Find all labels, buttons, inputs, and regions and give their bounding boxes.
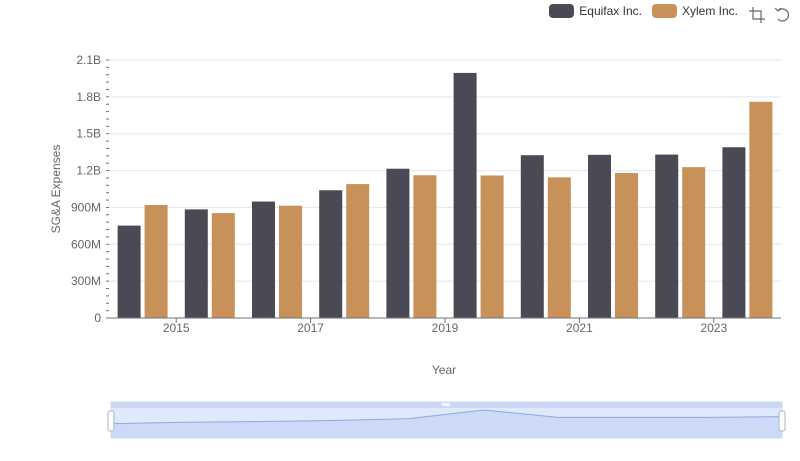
y-tick-label: 300M xyxy=(71,274,101,288)
bar-equifax xyxy=(184,209,208,318)
y-tick-label: 600M xyxy=(71,237,101,251)
axes: 0 300M 600M 900M 1.2B 1.5B 1.8B 2.1B 2015 2017 201… xyxy=(71,53,781,335)
y-tick-label: 1.5B xyxy=(76,127,101,141)
datazoom-preview-area xyxy=(111,410,782,438)
bar-xylem xyxy=(413,175,437,318)
data-zoom-slider[interactable] xyxy=(107,401,786,439)
legend: Equifax Inc. Xylem Inc. xyxy=(549,4,738,18)
datazoom-handle[interactable] xyxy=(778,410,786,432)
y-tick-label: 900M xyxy=(71,200,101,214)
x-tick-label: 2017 xyxy=(297,321,324,335)
toolbox xyxy=(748,6,792,24)
bar-xylem xyxy=(749,101,773,319)
restore-icon[interactable] xyxy=(774,6,792,24)
bar-xylem xyxy=(547,177,571,318)
y-tick-label: 2.1B xyxy=(76,53,101,67)
bar-equifax xyxy=(520,155,544,318)
legend-label: Xylem Inc. xyxy=(681,4,738,18)
bar-equifax xyxy=(722,147,746,318)
datazoom-handle[interactable] xyxy=(107,410,115,432)
bar-xylem xyxy=(211,213,235,318)
bar-equifax xyxy=(117,225,141,318)
legend-item[interactable]: Equifax Inc. xyxy=(549,4,642,18)
y-tick-label: 0 xyxy=(94,311,101,325)
x-tick-label: 2019 xyxy=(432,321,459,335)
bar-equifax xyxy=(319,190,343,318)
x-tick-label: 2023 xyxy=(700,321,727,335)
x-tick-label: 2015 xyxy=(163,321,190,335)
bar-equifax xyxy=(453,72,477,319)
grid xyxy=(109,59,781,282)
zoom-icon[interactable] xyxy=(748,6,766,24)
x-axis-label: Year xyxy=(432,363,456,377)
legend-swatch xyxy=(651,4,677,18)
y-tick-label: 1.2B xyxy=(76,164,101,178)
datazoom-preview-line xyxy=(110,409,783,425)
datazoom-move-handle[interactable] xyxy=(442,403,450,406)
bar-equifax xyxy=(252,201,275,318)
bar-xylem xyxy=(346,184,370,318)
bar-xylem xyxy=(682,167,706,318)
legend-label: Equifax Inc. xyxy=(579,4,642,18)
legend-swatch xyxy=(549,4,575,18)
x-tick-label: 2021 xyxy=(566,321,593,335)
y-axis-label: SG&A Expenses xyxy=(49,145,63,234)
legend-item[interactable]: Xylem Inc. xyxy=(651,4,738,18)
bar-xylem xyxy=(144,204,168,318)
bar-xylem xyxy=(480,175,504,318)
bar-equifax xyxy=(386,168,410,318)
bars xyxy=(117,72,773,319)
y-tick-label: 1.8B xyxy=(76,90,101,104)
bar-xylem xyxy=(279,205,302,318)
bar-equifax xyxy=(655,154,679,318)
bar-xylem xyxy=(615,173,638,318)
bar-equifax xyxy=(588,154,611,318)
